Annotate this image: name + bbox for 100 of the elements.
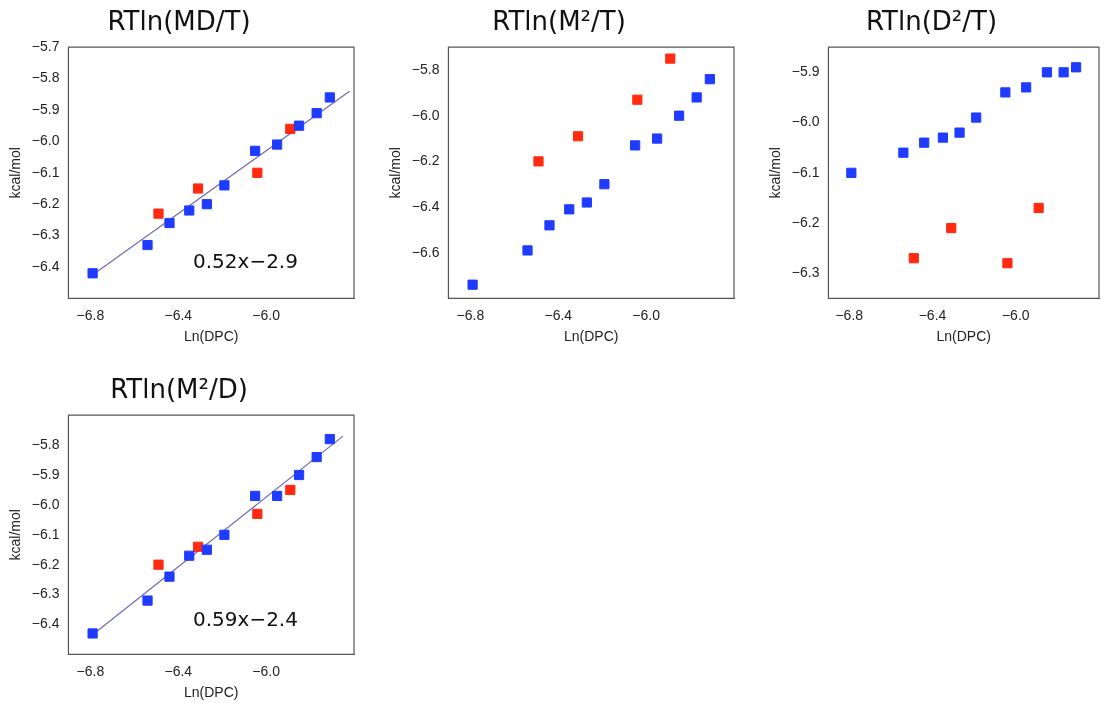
y-axis-title: kcal/mol bbox=[387, 147, 404, 199]
point bbox=[1002, 258, 1013, 269]
point bbox=[665, 53, 676, 64]
y-tick-label: −6.1 bbox=[31, 163, 60, 180]
annotation: 0.59x−2.4 bbox=[193, 607, 298, 632]
y-tick-label: −6.3 bbox=[791, 264, 820, 281]
x-tick-label: −6.4 bbox=[544, 306, 573, 323]
point bbox=[522, 245, 533, 256]
y-tick-label: −6.6 bbox=[411, 243, 440, 260]
x-axis-title: Ln(DPC) bbox=[183, 328, 239, 345]
y-axis-title: kcal/mol bbox=[7, 509, 24, 561]
point bbox=[1058, 67, 1069, 78]
point bbox=[632, 94, 643, 105]
point bbox=[846, 167, 857, 178]
point bbox=[898, 147, 909, 158]
point bbox=[272, 490, 283, 502]
y-tick-label: −6.0 bbox=[31, 132, 60, 149]
point bbox=[192, 183, 204, 194]
x-tick-label: −6.8 bbox=[456, 306, 485, 323]
point bbox=[153, 208, 164, 219]
point bbox=[652, 133, 663, 144]
point bbox=[164, 217, 175, 229]
x-axis-title: Ln(DPC) bbox=[563, 328, 619, 345]
point bbox=[293, 120, 305, 131]
point bbox=[954, 127, 965, 138]
x-axis-title: Ln(DPC) bbox=[183, 684, 239, 701]
x-tick-label: −6.0 bbox=[1001, 306, 1030, 323]
y-tick-label: −6.3 bbox=[31, 585, 60, 602]
point bbox=[252, 167, 263, 178]
y-tick-label: −6.4 bbox=[31, 257, 60, 274]
chart-title: RTln(D²/T) bbox=[865, 6, 998, 37]
point bbox=[919, 137, 930, 148]
point bbox=[201, 544, 212, 555]
point bbox=[184, 205, 195, 216]
y-tick-label: −6.4 bbox=[411, 197, 440, 214]
y-tick-label: −5.9 bbox=[791, 63, 820, 80]
y-tick-label: −6.0 bbox=[31, 495, 60, 512]
x-tick-label: −6.0 bbox=[252, 306, 281, 323]
x-tick-label: −6.0 bbox=[632, 306, 661, 323]
point bbox=[533, 156, 544, 167]
chart-title: RTln(MD/T) bbox=[107, 6, 251, 37]
y-tick-label: −6.2 bbox=[31, 555, 60, 572]
annotation: 0.52x−2.9 bbox=[193, 249, 298, 274]
x-tick-label: −6.4 bbox=[164, 306, 193, 323]
y-tick-label: −6.1 bbox=[791, 163, 820, 180]
point bbox=[324, 92, 335, 103]
point bbox=[704, 74, 715, 85]
point bbox=[572, 131, 584, 142]
x-tick-label: −6.8 bbox=[835, 306, 864, 323]
point bbox=[1000, 87, 1011, 98]
y-axis-title: kcal/mol bbox=[7, 147, 24, 199]
point bbox=[164, 571, 175, 582]
point bbox=[467, 279, 478, 290]
point bbox=[564, 204, 575, 215]
point bbox=[937, 132, 948, 143]
point bbox=[1033, 202, 1044, 214]
y-tick-label: −6.2 bbox=[411, 152, 440, 169]
point bbox=[87, 628, 98, 639]
point bbox=[87, 268, 98, 279]
point bbox=[1021, 82, 1032, 93]
x-tick-label: −6.4 bbox=[164, 662, 193, 679]
chart-title: RTln(M²/T) bbox=[492, 6, 626, 37]
chart-title: RTln(M²/D) bbox=[110, 374, 248, 405]
point bbox=[311, 451, 322, 463]
y-axis-title: kcal/mol bbox=[767, 147, 784, 199]
y-tick-label: −6.3 bbox=[31, 226, 60, 243]
point bbox=[153, 559, 164, 570]
point bbox=[272, 139, 283, 150]
y-tick-label: −5.8 bbox=[411, 60, 440, 77]
x-tick-label: −6.0 bbox=[252, 662, 281, 679]
point bbox=[285, 123, 296, 134]
x-tick-label: −6.4 bbox=[918, 306, 947, 323]
point bbox=[673, 110, 685, 121]
point bbox=[599, 179, 610, 190]
point bbox=[946, 222, 957, 234]
y-tick-label: −5.9 bbox=[31, 465, 60, 482]
point bbox=[544, 220, 555, 231]
point bbox=[311, 108, 322, 119]
y-tick-label: −6.4 bbox=[31, 615, 60, 632]
point bbox=[1071, 62, 1082, 73]
point bbox=[250, 490, 261, 502]
point bbox=[324, 434, 335, 445]
point bbox=[293, 469, 305, 481]
point bbox=[219, 180, 230, 191]
point bbox=[630, 140, 641, 151]
y-tick-label: −5.8 bbox=[31, 435, 60, 452]
point bbox=[252, 508, 263, 519]
y-tick-label: −6.0 bbox=[411, 106, 440, 123]
y-tick-label: −5.8 bbox=[31, 69, 60, 86]
y-tick-label: −6.2 bbox=[791, 213, 820, 230]
point bbox=[971, 112, 982, 123]
point bbox=[219, 529, 230, 540]
x-tick-label: −6.8 bbox=[76, 306, 105, 323]
point bbox=[581, 197, 592, 208]
y-tick-label: −5.9 bbox=[31, 100, 60, 117]
point bbox=[1041, 67, 1053, 78]
y-tick-label: −5.7 bbox=[31, 38, 60, 55]
point bbox=[908, 253, 919, 264]
point bbox=[201, 199, 212, 210]
y-tick-label: −6.2 bbox=[31, 195, 60, 212]
